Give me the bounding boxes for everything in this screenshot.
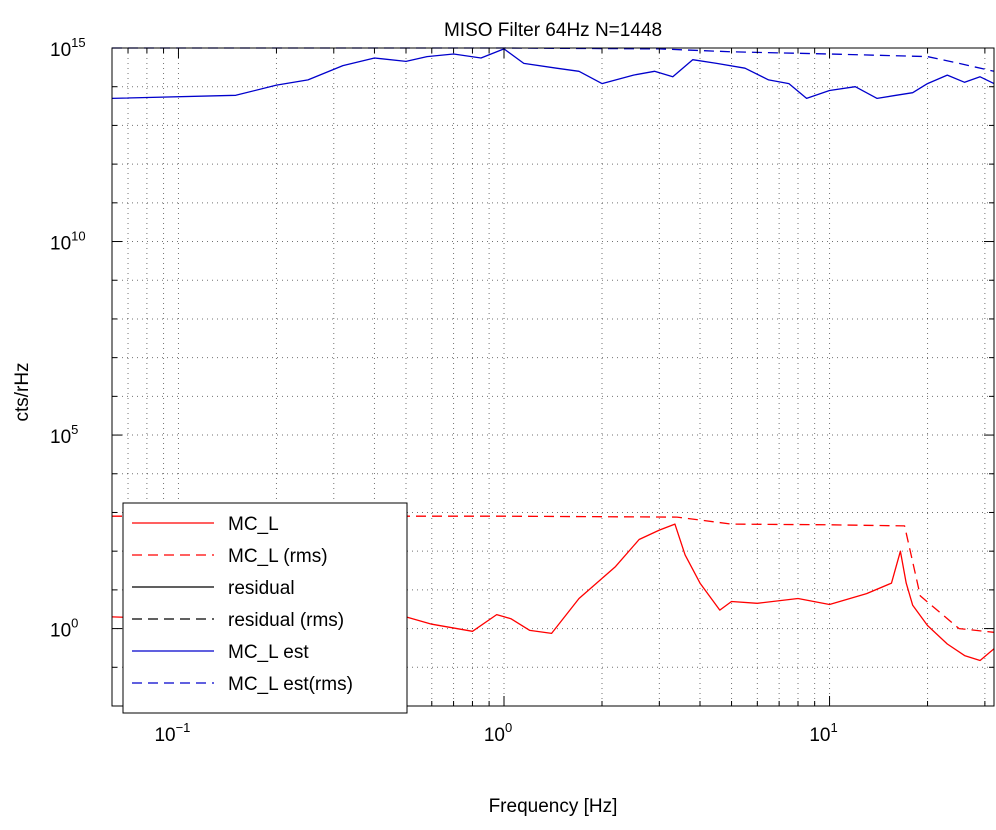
x-tick-label: 10−1 bbox=[154, 720, 190, 746]
y-axis-label: cts/rHz bbox=[12, 362, 33, 421]
grid bbox=[112, 47, 994, 707]
y-tick-base: 10 bbox=[50, 234, 71, 255]
y-tick-base: 10 bbox=[50, 427, 71, 448]
y-tick-exponent: 5 bbox=[71, 422, 78, 437]
y-tick-label: 100 bbox=[50, 616, 78, 642]
legend: MC_L MC_L (rms) residual residual (rms) MC_L… bbox=[122, 502, 408, 714]
y-tick-label: 1015 bbox=[50, 35, 86, 61]
y-tick-base: 10 bbox=[50, 40, 71, 61]
y-tick-label: 105 bbox=[50, 422, 78, 448]
x-tick-base: 10 bbox=[484, 725, 505, 746]
axes-box bbox=[111, 47, 995, 707]
y-tick-exponent: 10 bbox=[71, 229, 85, 244]
legend-label-1: MC_L (rms) bbox=[228, 546, 328, 567]
y-tick-exponent: 15 bbox=[71, 35, 85, 50]
x-tick-base: 10 bbox=[809, 725, 830, 746]
x-tick-base: 10 bbox=[154, 725, 175, 746]
x-axis-label: Frequency [Hz] bbox=[489, 796, 618, 817]
x-tick-label: 100 bbox=[484, 720, 512, 746]
series-line-0 bbox=[111, 523, 995, 662]
legend-box bbox=[122, 502, 408, 714]
legend-label-0: MC_L bbox=[228, 514, 279, 535]
chart-title: MISO Filter 64Hz N=1448 bbox=[444, 20, 662, 41]
series-line-4 bbox=[111, 48, 995, 100]
y-tick-base: 10 bbox=[50, 621, 71, 642]
legend-label-5: MC_L est(rms) bbox=[228, 674, 353, 695]
y-tick-label: 1010 bbox=[50, 229, 86, 255]
legend-label-2: residual bbox=[228, 578, 295, 599]
series-line-1 bbox=[112, 515, 995, 633]
y-tick-exponent: 0 bbox=[71, 616, 78, 631]
x-tick-label: 101 bbox=[809, 720, 837, 746]
x-tick-exponent: 1 bbox=[831, 720, 838, 735]
x-tick-exponent: −1 bbox=[176, 720, 191, 735]
legend-label-3: residual (rms) bbox=[228, 610, 344, 631]
x-tick-exponent: 0 bbox=[505, 720, 512, 735]
legend-label-4: MC_L est bbox=[228, 642, 309, 663]
